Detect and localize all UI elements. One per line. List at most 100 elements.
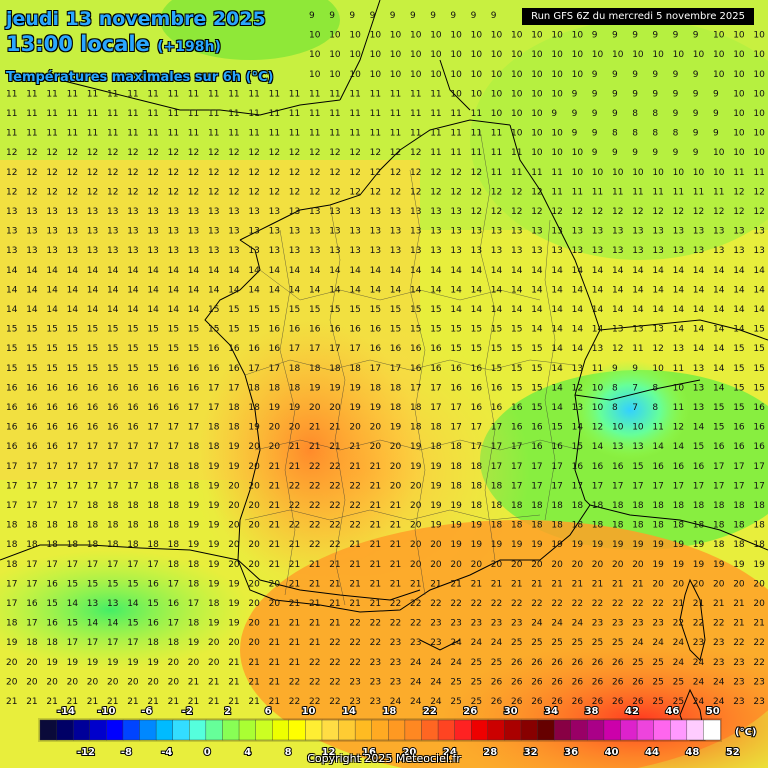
grid-value: 16 — [673, 462, 685, 472]
grid-value: 24 — [471, 638, 483, 648]
grid-value: 13 — [673, 344, 684, 354]
grid-value: 14 — [673, 442, 685, 452]
grid-value: 14 — [551, 266, 563, 276]
grid-value: 18 — [713, 521, 725, 531]
grid-value: 9 — [632, 148, 638, 158]
grid-value: 12 — [370, 187, 381, 197]
grid-value: 15 — [107, 364, 118, 374]
grid-value: 17 — [6, 501, 17, 511]
grid-value: 16 — [511, 423, 523, 433]
grid-value: 13 — [612, 227, 623, 237]
grid-value: 14 — [87, 619, 99, 629]
grid-value: 8 — [612, 403, 618, 413]
grid-value: 9 — [329, 11, 335, 21]
grid-value: 14 — [652, 305, 664, 315]
grid-value: 14 — [430, 266, 442, 276]
grid-value: 17 — [168, 442, 179, 452]
grid-value: 20 — [652, 579, 664, 589]
grid-value: 17 — [67, 560, 78, 570]
grid-value: 11 — [309, 109, 320, 119]
grid-value: 15 — [390, 325, 401, 335]
grid-value: 11 — [693, 187, 704, 197]
grid-value: 18 — [168, 481, 180, 491]
grid-value: 15 — [713, 423, 724, 433]
grid-value: 15 — [531, 364, 542, 374]
grid-value: 11 — [471, 129, 482, 139]
grid-value: 18 — [612, 501, 624, 511]
grid-value: 14 — [147, 305, 159, 315]
grid-value: 21 — [228, 697, 239, 707]
grid-value: 12 — [107, 187, 118, 197]
legend-tick-label: 10 — [302, 706, 316, 717]
grid-value: 17 — [168, 423, 179, 433]
grid-value: 20 — [188, 658, 200, 668]
grid-value: 13 — [87, 246, 98, 256]
grid-value: 11 — [349, 129, 360, 139]
grid-value: 19 — [390, 423, 402, 433]
grid-value: 16 — [450, 364, 462, 374]
grid-value: 12 — [228, 187, 239, 197]
grid-value: 13 — [26, 246, 37, 256]
grid-value: 12 — [248, 148, 259, 158]
grid-value: 11 — [390, 89, 401, 99]
grid-value: 16 — [753, 423, 765, 433]
grid-value: 15 — [491, 364, 502, 374]
grid-value: 14 — [450, 305, 462, 315]
grid-value: 16 — [46, 579, 58, 589]
grid-value: 21 — [592, 579, 603, 589]
grid-value: 18 — [309, 364, 321, 374]
grid-value: 16 — [168, 599, 180, 609]
grid-value: 12 — [572, 383, 583, 393]
grid-value: 23 — [390, 677, 401, 687]
grid-value: 16 — [531, 423, 543, 433]
grid-value: 19 — [592, 540, 604, 550]
grid-value: 16 — [592, 462, 604, 472]
grid-value: 24 — [572, 619, 584, 629]
grid-value: 22 — [329, 521, 340, 531]
legend-swatch — [371, 719, 389, 741]
grid-value: 18 — [713, 540, 725, 550]
grid-value: 11 — [269, 109, 280, 119]
grid-value: 10 — [612, 50, 624, 60]
grid-value: 16 — [370, 344, 382, 354]
grid-value: 10 — [370, 50, 382, 60]
grid-value: 17 — [6, 462, 17, 472]
grid-value: 16 — [733, 423, 745, 433]
legend-swatch — [288, 719, 307, 741]
grid-value: 14 — [228, 285, 240, 295]
grid-value: 18 — [67, 521, 79, 531]
grid-value: 18 — [87, 521, 99, 531]
grid-value: 19 — [289, 403, 301, 413]
grid-value: 17 — [67, 501, 78, 511]
grid-value: 14 — [592, 285, 604, 295]
legend-tick-label: 42 — [625, 706, 639, 717]
grid-value: 15 — [67, 344, 78, 354]
lead-time: (+198h) — [157, 39, 221, 55]
grid-value: 10 — [471, 70, 483, 80]
legend-tick-label: 14 — [342, 706, 356, 717]
grid-value: 10 — [693, 168, 705, 178]
grid-value: 21 — [127, 697, 138, 707]
grid-value: 23 — [390, 658, 401, 668]
grid-value: 19 — [673, 560, 685, 570]
grid-value: 25 — [511, 638, 522, 648]
grid-value: 16 — [147, 403, 159, 413]
grid-value: 26 — [531, 697, 543, 707]
grid-value: 13 — [87, 227, 98, 237]
grid-value: 21 — [390, 521, 401, 531]
grid-value: 10 — [349, 50, 361, 60]
grid-value: 14 — [107, 619, 119, 629]
grid-value: 11 — [6, 129, 17, 139]
grid-value: 12 — [26, 148, 37, 158]
grid-value: 14 — [26, 266, 38, 276]
grid-value: 22 — [612, 599, 623, 609]
grid-value: 14 — [67, 285, 79, 295]
grid-value: 12 — [390, 187, 401, 197]
grid-value: 26 — [632, 697, 644, 707]
grid-value: 12 — [6, 187, 17, 197]
grid-value: 20 — [531, 560, 543, 570]
grid-value: 17 — [6, 481, 17, 491]
grid-value: 11 — [289, 129, 300, 139]
legend-swatch — [553, 719, 572, 741]
grid-value: 20 — [248, 599, 260, 609]
